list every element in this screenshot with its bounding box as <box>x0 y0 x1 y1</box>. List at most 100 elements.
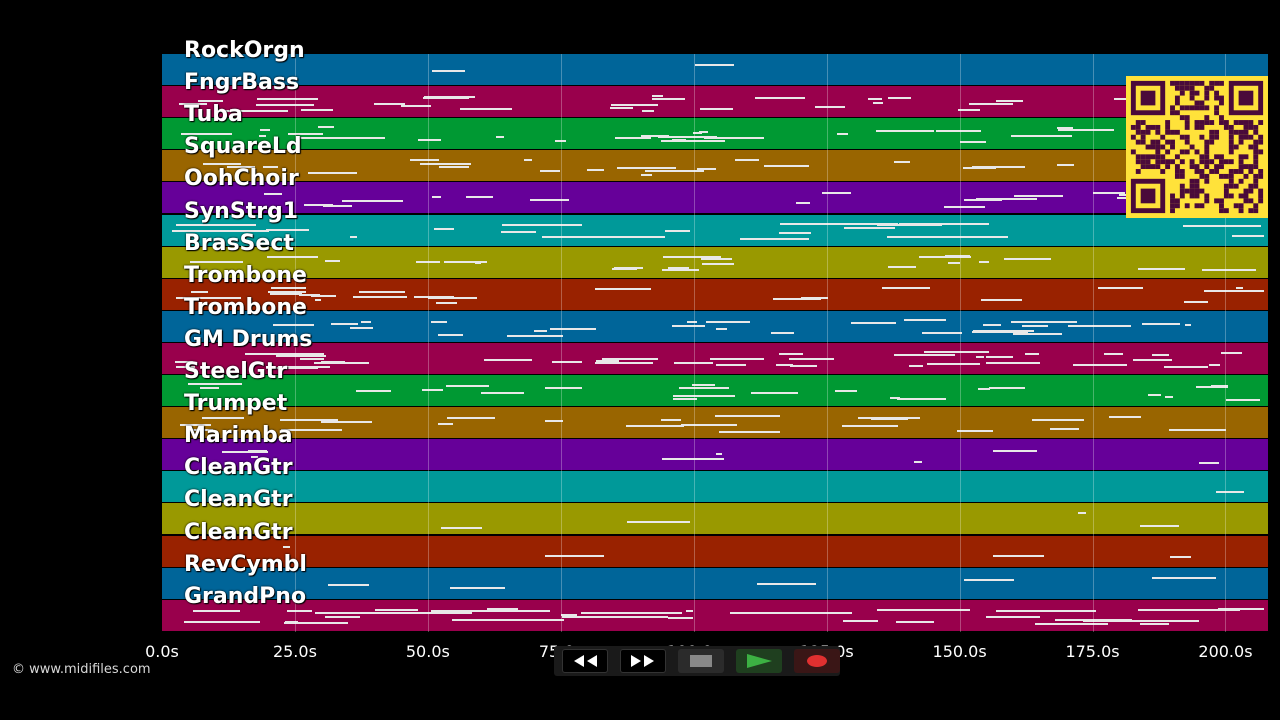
note-mark <box>562 615 669 618</box>
note-mark <box>888 96 912 99</box>
note-mark <box>652 98 685 101</box>
note-mark <box>1183 224 1261 227</box>
note-mark <box>978 388 990 391</box>
note-mark <box>594 362 654 365</box>
note-mark <box>1220 351 1243 354</box>
note-mark <box>438 422 454 425</box>
note-mark <box>283 546 291 549</box>
note-mark <box>1199 461 1220 464</box>
note-mark <box>256 97 319 100</box>
note-mark <box>751 391 798 394</box>
note-mark <box>307 171 358 174</box>
note-mark <box>989 386 1026 389</box>
track-label: CleanGtr <box>184 519 293 545</box>
note-mark <box>769 96 805 99</box>
track-lane <box>162 342 1268 375</box>
note-mark <box>992 554 1045 557</box>
note-mark <box>979 260 990 263</box>
note-mark <box>779 353 803 356</box>
note-mark <box>895 620 935 623</box>
note-mark <box>1236 287 1244 290</box>
note-mark <box>422 388 443 391</box>
note-mark <box>1152 577 1216 580</box>
note-mark <box>353 295 408 298</box>
note-mark <box>501 230 537 233</box>
note-mark <box>616 167 677 170</box>
note-mark <box>1055 619 1133 622</box>
note-mark <box>325 259 341 262</box>
note-mark <box>188 383 242 386</box>
track-lane <box>162 150 1268 183</box>
note-mark <box>903 319 946 322</box>
note-mark <box>450 587 505 590</box>
grid-line <box>959 54 961 632</box>
rewind-button[interactable] <box>562 649 608 673</box>
note-mark <box>451 619 564 622</box>
note-mark <box>430 321 447 324</box>
track-label: Trumpet <box>184 391 288 417</box>
track-label: Marimba <box>184 423 293 449</box>
note-mark <box>1003 257 1052 260</box>
note-mark <box>789 357 834 360</box>
note-mark <box>898 222 990 225</box>
note-mark <box>857 416 921 419</box>
note-mark <box>466 195 494 198</box>
grid-line <box>560 54 562 632</box>
note-mark <box>692 131 703 134</box>
note-mark <box>640 134 670 137</box>
note-mark <box>609 106 633 109</box>
note-mark <box>1217 608 1264 610</box>
note-mark <box>431 610 551 613</box>
note-mark <box>260 129 271 132</box>
note-mark <box>330 322 359 325</box>
note-mark <box>358 291 406 294</box>
note-mark <box>995 99 1023 102</box>
note-mark <box>175 296 241 299</box>
note-mark <box>355 389 391 392</box>
note-mark <box>534 329 547 332</box>
note-mark <box>896 397 946 400</box>
play-button[interactable] <box>736 649 782 673</box>
note-mark <box>184 620 261 623</box>
note-mark <box>415 260 440 263</box>
note-mark <box>552 361 583 364</box>
note-mark <box>672 138 686 141</box>
track-label: SteelGtr <box>184 359 288 384</box>
note-mark <box>474 261 481 264</box>
note-mark <box>181 133 233 136</box>
note-mark <box>886 236 1009 239</box>
copyright-text: © www.midifiles.com <box>12 662 151 677</box>
grid-line <box>826 54 828 632</box>
note-mark <box>580 612 682 615</box>
note-mark <box>681 424 737 427</box>
time-tick-label: 0.0s <box>145 642 179 661</box>
note-mark <box>665 230 691 233</box>
note-mark <box>317 126 334 129</box>
note-mark <box>480 391 525 394</box>
note-mark <box>279 418 339 421</box>
note-mark <box>976 356 984 359</box>
note-mark <box>179 103 208 106</box>
stop-button[interactable] <box>678 649 724 673</box>
note-mark <box>1067 325 1131 328</box>
note-mark <box>227 165 256 168</box>
note-mark <box>409 158 440 161</box>
note-mark <box>251 456 258 459</box>
note-mark <box>496 135 504 138</box>
rewind-icon <box>574 655 597 667</box>
fast-forward-button[interactable] <box>620 649 666 673</box>
play-icon <box>747 654 772 668</box>
note-mark <box>373 102 405 105</box>
note-mark <box>703 137 765 140</box>
note-mark <box>269 292 303 295</box>
note-mark <box>445 385 489 388</box>
note-mark <box>1057 126 1074 129</box>
note-mark <box>1103 353 1123 356</box>
note-mark <box>1024 352 1039 355</box>
note-mark <box>814 106 845 109</box>
note-mark <box>268 290 306 293</box>
grid-line <box>1225 54 1227 632</box>
note-mark <box>701 258 733 261</box>
record-button[interactable] <box>794 649 840 673</box>
note-mark <box>982 324 1002 327</box>
